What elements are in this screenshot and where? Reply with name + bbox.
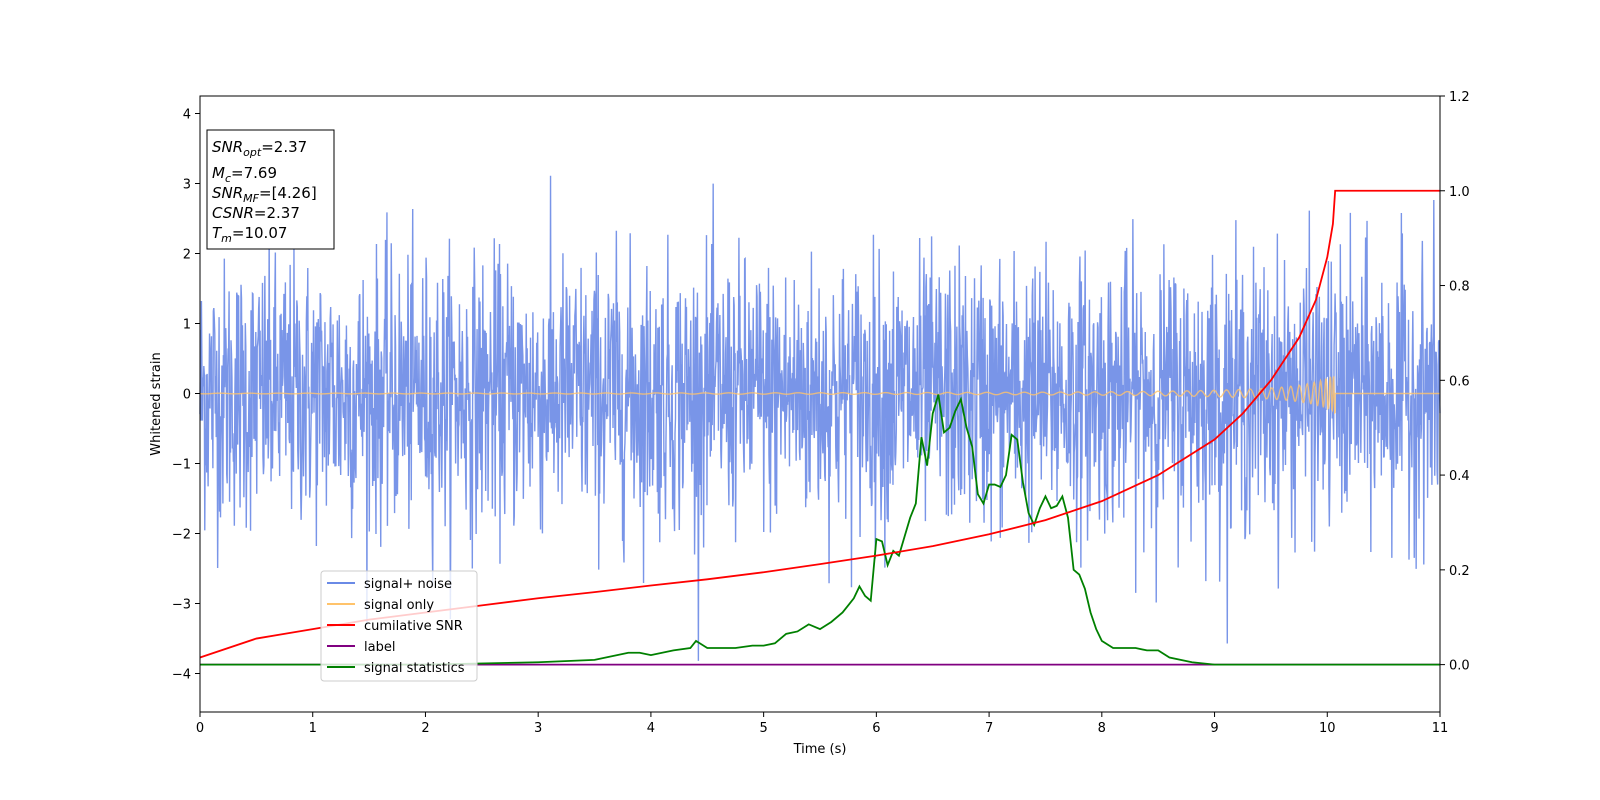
y-tick-label: −1 xyxy=(172,458,191,473)
info-box-frame xyxy=(206,129,335,250)
x-tick-label: 3 xyxy=(534,721,542,736)
y-tick-label: 2 xyxy=(183,248,191,263)
y-axis-right: 0.0 0.2 0.4 0.6 0.8 1.0 1.2 xyxy=(1440,90,1470,674)
series-signal-noise-line xyxy=(199,175,1441,661)
x-tick-label: 7 xyxy=(985,721,993,736)
info-snr-opt: SNRopt=2.37 xyxy=(212,138,307,159)
legend-label-label: label xyxy=(364,640,395,655)
y2-tick-label: 0.4 xyxy=(1449,469,1470,484)
y-tick-label: −2 xyxy=(172,528,191,543)
plot-frame xyxy=(199,95,1441,713)
x-axis-label: Time (s) xyxy=(793,742,847,757)
y2-tick-label: 1.0 xyxy=(1449,185,1470,200)
legend: signal+ noise signal only cumilative SNR… xyxy=(320,570,478,682)
y-tick-label: 4 xyxy=(183,108,191,123)
y-axis-left: −4 −3 −2 −1 0 1 2 3 4 xyxy=(172,108,200,683)
x-axis: 0 1 2 3 4 5 6 7 8 9 10 11 xyxy=(196,712,1448,736)
legend-label-signal-statistics: signal statistics xyxy=(364,661,465,676)
series-signal-only-line xyxy=(199,376,1440,415)
y2-tick-label: 0.2 xyxy=(1449,564,1470,579)
y2-tick-label: 0.6 xyxy=(1449,374,1470,389)
x-tick-label: 1 xyxy=(309,721,317,736)
info-snr-mf: SNRMF=[4.26] xyxy=(212,184,317,205)
y2-tick-label: 0.8 xyxy=(1449,280,1470,295)
x-tick-label: 4 xyxy=(647,721,655,736)
legend-label-signal-noise: signal+ noise xyxy=(364,577,452,592)
y-tick-label: 0 xyxy=(183,388,191,403)
x-tick-label: 5 xyxy=(759,721,767,736)
x-tick-label: 11 xyxy=(1432,721,1449,736)
x-tick-label: 2 xyxy=(421,721,429,736)
y2-tick-label: 0.0 xyxy=(1449,659,1470,674)
x-tick-label: 8 xyxy=(1098,721,1106,736)
legend-label-signal-only: signal only xyxy=(364,598,434,613)
y-axis-label: Whitened strain xyxy=(149,352,164,455)
info-tm: Tm=10.07 xyxy=(212,224,287,245)
x-tick-label: 6 xyxy=(872,721,880,736)
y-tick-label: 3 xyxy=(183,178,191,193)
y-tick-label: −3 xyxy=(172,598,191,613)
legend-label-cumulative-snr: cumilative SNR xyxy=(364,619,463,634)
y-tick-label: −4 xyxy=(172,668,191,683)
info-csnr: CSNR=2.37 xyxy=(212,204,300,222)
x-tick-label: 9 xyxy=(1210,721,1218,736)
series-signal-statistics-line xyxy=(200,394,1440,666)
x-tick-label: 10 xyxy=(1319,721,1336,736)
y-tick-label: 1 xyxy=(183,318,191,333)
y2-tick-label: 1.2 xyxy=(1449,90,1470,105)
legend-frame xyxy=(320,570,478,682)
info-box: SNRopt=2.37 Mc=7.69 SNRMF=[4.26] CSNR=2.… xyxy=(206,129,335,250)
x-tick-label: 0 xyxy=(196,721,204,736)
info-mc: Mc=7.69 xyxy=(212,164,277,185)
